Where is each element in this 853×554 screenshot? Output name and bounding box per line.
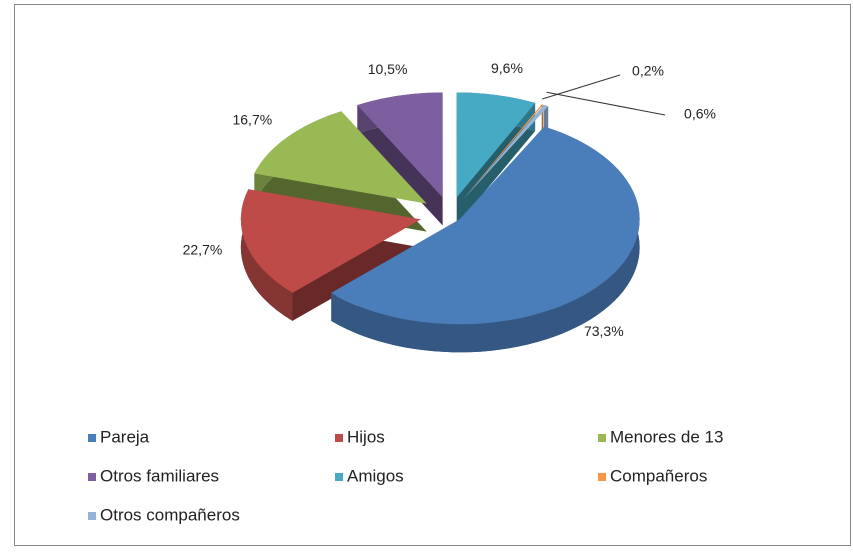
slice [240,189,421,293]
legend-label: Otros familiares [100,466,219,485]
legend-swatch [335,473,343,481]
data-label: 16,7% [232,111,272,127]
legend-swatch [598,434,606,442]
data-label: 10,5% [368,61,408,77]
legend-label: Hijos [347,427,385,446]
data-label: 9,6% [491,60,523,76]
slice [463,104,544,199]
leader-line [542,74,621,100]
slice [463,104,549,199]
legend-swatch [88,512,96,520]
leader-line [546,91,666,116]
slice-side [331,126,640,353]
data-label: 0,2% [632,63,664,79]
data-label: 22,7% [183,242,223,258]
slice [331,126,640,325]
data-label: 0,6% [684,106,716,122]
slice [254,111,427,204]
slice [456,92,536,198]
slice-side [240,189,293,321]
legend-label: Otros compañeros [100,505,240,524]
legend-swatch [88,473,96,481]
legend-swatch [335,434,343,442]
legend-label: Compañeros [610,466,707,485]
legend-label: Amigos [347,466,404,485]
legend-swatch [88,434,96,442]
slice [357,92,443,198]
data-label: 73,3% [584,323,624,339]
legend-swatch [598,473,606,481]
legend-label: Menores de 13 [610,427,723,446]
legend-label: Pareja [100,427,150,446]
